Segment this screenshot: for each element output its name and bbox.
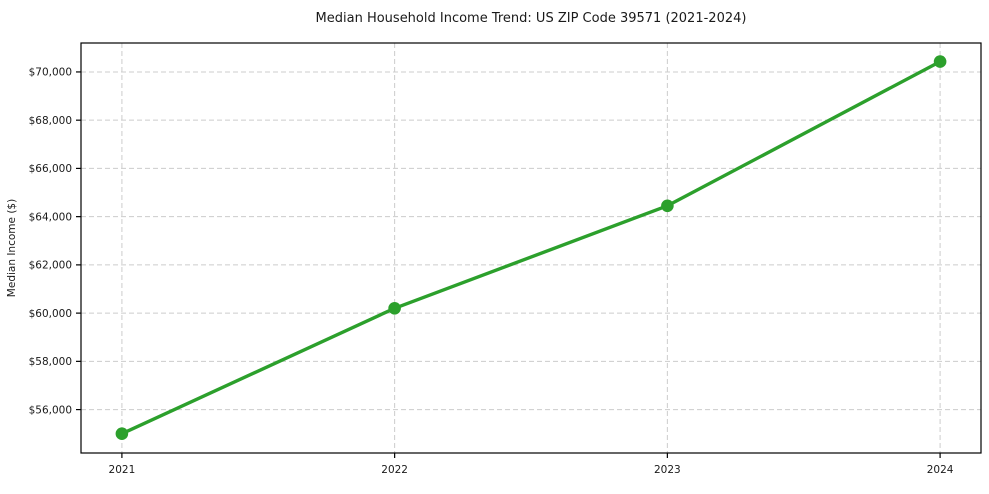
y-tick-label: $58,000 xyxy=(29,356,72,368)
data-point-marker xyxy=(115,427,129,441)
x-tick-label: 2023 xyxy=(654,464,681,476)
y-tick-label: $66,000 xyxy=(29,163,72,175)
x-tick-label: 2021 xyxy=(109,464,136,476)
trend-line xyxy=(120,59,942,436)
data-point-marker xyxy=(661,199,674,213)
axis-layer: $56,000 $58,000 $60,000 $62,000 $64,000 $66,0… xyxy=(29,67,954,476)
data-point-marker xyxy=(388,302,401,315)
y-tick-label: $70,000 xyxy=(29,67,72,79)
line-series xyxy=(115,55,947,441)
data-point-marker xyxy=(933,55,947,68)
y-tick-label: $60,000 xyxy=(29,308,72,320)
chart-title: Median Household Income Trend: US ZIP Co… xyxy=(316,11,747,26)
plot-border xyxy=(80,42,982,454)
x-tick-label: 2024 xyxy=(927,464,954,476)
y-tick-label: $62,000 xyxy=(29,260,72,272)
x-tick-label: 2022 xyxy=(381,464,408,476)
y-tick-label: $64,000 xyxy=(29,211,72,223)
y-axis-label: Median Income ($) xyxy=(6,199,18,297)
grid-layer xyxy=(81,43,981,453)
y-tick-label: $68,000 xyxy=(29,115,72,127)
y-tick-label: $56,000 xyxy=(29,404,72,416)
